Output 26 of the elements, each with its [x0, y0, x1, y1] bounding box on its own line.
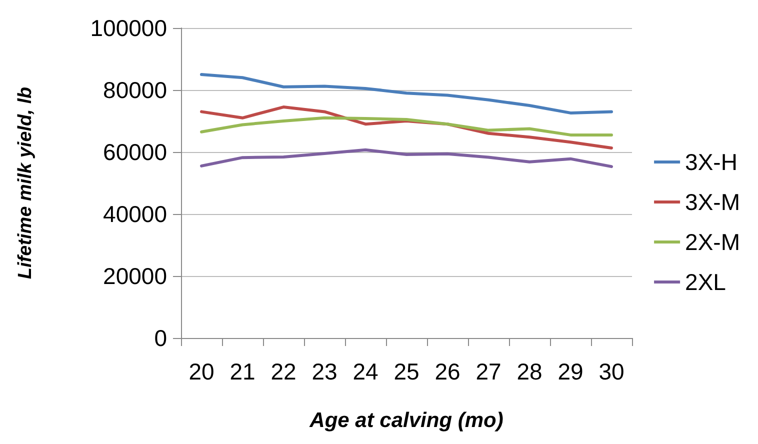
y-axis-title: Lifetime milk yield, lb: [15, 86, 36, 280]
x-tick-label: 25: [394, 358, 420, 384]
y-tick-label: 80000: [103, 77, 167, 103]
x-tick-label: 26: [434, 358, 460, 384]
y-tick-label: 20000: [103, 263, 167, 289]
y-tick-label: 40000: [103, 201, 167, 227]
line-series: [200, 148, 613, 168]
x-tick-label: 21: [230, 358, 256, 384]
legend-label: 2XL: [685, 269, 726, 295]
x-tick-label: 20: [188, 358, 214, 384]
x-tick-label: 24: [352, 358, 378, 384]
legend-label: 2X-M: [685, 229, 740, 255]
x-tick-label: 27: [476, 358, 502, 384]
x-tick-label: 23: [312, 358, 338, 384]
legend-label: 3X-H: [685, 149, 738, 175]
x-tick-label: 29: [558, 358, 584, 384]
line-series: [200, 73, 613, 114]
x-tick-label: 28: [516, 358, 542, 384]
x-axis-title: Age at calving (mo): [308, 409, 504, 432]
y-tick-label: 0: [154, 325, 167, 351]
x-tick-label: 22: [270, 358, 296, 384]
legend-label: 3X-M: [685, 189, 740, 215]
y-tick-label: 100000: [90, 15, 167, 41]
x-tick-label: 30: [598, 358, 624, 384]
line-series: [200, 116, 613, 136]
y-tick-label: 60000: [103, 139, 167, 165]
